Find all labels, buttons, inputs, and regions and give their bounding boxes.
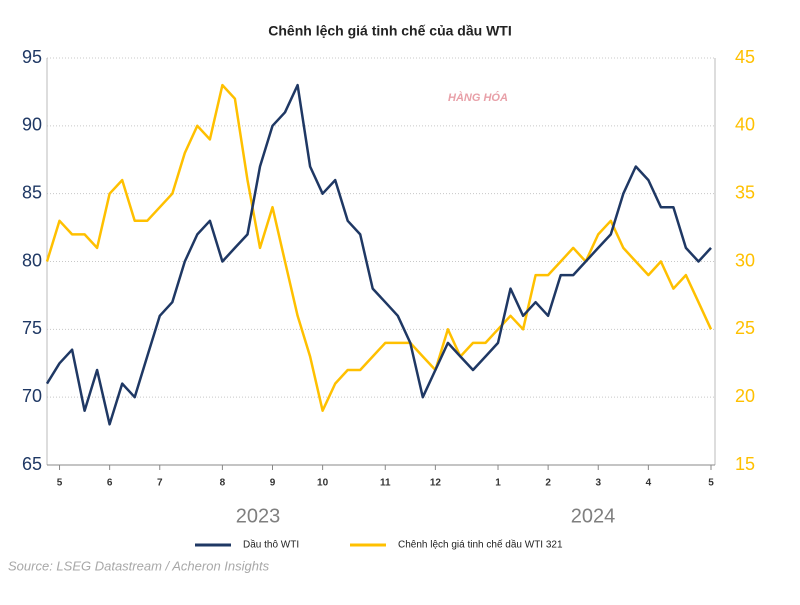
x-tick-label: 7: [157, 478, 163, 489]
y2-tick-label: 20: [735, 386, 755, 406]
x-tick-label: 3: [595, 478, 601, 489]
x-tick-label: 2: [545, 478, 551, 489]
x-tick-label: 1: [495, 478, 501, 489]
chart-title: Chênh lệch giá tinh chế của dầu WTI: [268, 23, 511, 39]
y-tick-label: 85: [22, 182, 42, 202]
y2-tick-label: 40: [735, 115, 755, 135]
x-tick-label: 5: [708, 478, 714, 489]
y2-tick-label: 15: [735, 454, 755, 474]
x-tick-label: 4: [646, 478, 652, 489]
x-tick-label: 8: [220, 478, 226, 489]
y-tick-label: 70: [22, 386, 42, 406]
series-line: [45, 83, 712, 426]
x-tick-label: 11: [380, 478, 391, 489]
y2-tick-label: 35: [735, 182, 755, 202]
legend-label: Chênh lệch giá tinh chế dầu WTI 321: [398, 539, 563, 551]
y2-tick-label: 25: [735, 318, 755, 338]
source: Source: LSEG Datastream / Acheron Insigh…: [8, 558, 270, 573]
y-tick-label: 80: [22, 250, 42, 270]
y2-tick-label: 30: [735, 250, 755, 270]
year-label: 2023: [236, 505, 281, 527]
legend-label: Dầu thô WTI: [243, 539, 299, 551]
y-tick-label: 65: [22, 454, 42, 474]
x-tick-label: 10: [317, 478, 329, 489]
x-tick-label: 5: [57, 478, 63, 489]
y-tick-label: 95: [22, 47, 42, 67]
y-tick-label: 75: [22, 318, 42, 338]
y2-tick-label: 45: [735, 47, 755, 67]
y-tick-label: 90: [22, 115, 42, 135]
x-tick-label: 9: [270, 478, 276, 489]
x-tick-label: 6: [107, 478, 113, 489]
watermark: HÀNG HÓA: [448, 91, 508, 104]
series-line: [45, 83, 713, 412]
x-tick-label: 12: [430, 478, 442, 489]
year-label: 2024: [571, 505, 616, 527]
